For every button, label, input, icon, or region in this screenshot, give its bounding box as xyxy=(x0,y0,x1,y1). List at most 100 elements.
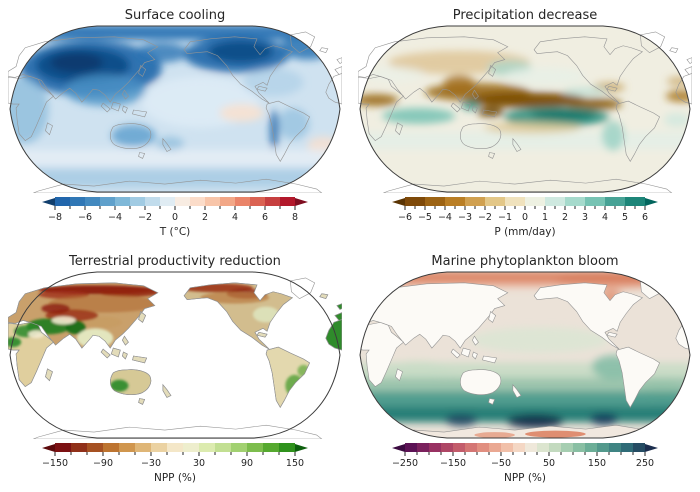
colorbar-tick xyxy=(182,452,184,455)
colorbar-tick-label: 150 xyxy=(587,458,607,469)
colorbar-tick xyxy=(246,452,248,456)
panel-precipitation-decrease: Precipitation decrease xyxy=(350,0,700,246)
colorbar-segment xyxy=(545,197,565,206)
colorbar-tick-label: −5 xyxy=(417,212,432,223)
colorbar-segment xyxy=(405,197,425,206)
colorbar-tick xyxy=(524,452,526,455)
colorbar-tick-label: 6 xyxy=(261,212,269,223)
colorbar-left-arrow xyxy=(42,197,55,206)
colorbar-segment xyxy=(625,197,645,206)
colorbar-segment xyxy=(565,197,585,206)
colorbar-tick-label: 150 xyxy=(285,458,305,469)
colorbar-segment xyxy=(501,443,513,452)
colorbar-segment xyxy=(220,197,235,206)
colorbar-tick xyxy=(500,452,502,456)
panel-title-precipitation-decrease: Precipitation decrease xyxy=(452,8,598,23)
colorbar-tick xyxy=(644,206,646,210)
colorbar-segment xyxy=(215,443,231,452)
colorbar-tick-label: 0 xyxy=(171,212,179,223)
colorbar-tick xyxy=(159,206,161,209)
colorbar-tick xyxy=(69,206,71,209)
colorbar-tick xyxy=(440,452,442,455)
colorbar-tick xyxy=(174,206,176,210)
colorbar-tick-labels: −250 −150 −50 50 150 250 xyxy=(392,458,654,470)
colorbar-tick-label: 1 xyxy=(541,212,549,223)
colorbar-tick xyxy=(54,206,56,210)
colorbar-tick xyxy=(584,452,586,455)
colorbar-segment xyxy=(537,443,549,452)
colorbar-segment xyxy=(87,443,103,452)
colorbar-strip xyxy=(42,197,308,210)
panel-surface-cooling: Surface cooling xyxy=(0,0,350,246)
colorbar-tick xyxy=(234,206,236,210)
colorbar-unit-label: T (°C) xyxy=(159,226,191,238)
colorbar-strip xyxy=(392,197,658,210)
colorbar-segment xyxy=(279,443,295,452)
colorbar-tick xyxy=(632,452,634,455)
colorbar-tick-label: −30 xyxy=(140,458,162,469)
colorbar-tick xyxy=(544,206,546,210)
colorbar-segment xyxy=(429,443,441,452)
colorbar-tick-label: 50 xyxy=(542,458,556,469)
colorbar-tick-label: −6 xyxy=(397,212,413,223)
colorbar-npp-marine: −250 −150 −50 50 150 250 NPP (%) xyxy=(392,443,658,484)
colorbar-segment xyxy=(183,443,199,452)
colorbar-tick xyxy=(624,206,626,210)
colorbar-tick xyxy=(474,206,476,209)
colorbar-tick xyxy=(564,206,566,210)
colorbar-segment xyxy=(405,443,417,452)
colorbar-tick-label: −50 xyxy=(490,458,512,469)
colorbar-tick xyxy=(166,452,168,455)
colorbar-segment xyxy=(71,443,87,452)
colorbar-tick xyxy=(512,452,514,455)
colorbar-tick-label: 4 xyxy=(601,212,609,223)
panel-terrestrial-productivity: Terrestrial productivity reduction xyxy=(0,246,350,492)
colorbar-tick xyxy=(604,206,606,210)
colorbar-tick xyxy=(454,206,456,209)
colorbar-tick xyxy=(249,206,251,209)
colorbar-tick xyxy=(262,452,264,455)
colorbar-tick xyxy=(54,452,56,456)
colorbar-segment xyxy=(103,443,119,452)
colorbar-tick-label: 3 xyxy=(581,212,589,223)
colorbar-segment xyxy=(119,443,135,452)
colorbar-tick xyxy=(294,206,296,210)
colorbar-tick xyxy=(484,206,486,210)
colorbar-segment xyxy=(445,197,465,206)
colorbar-segment xyxy=(167,443,183,452)
colorbar-tick xyxy=(84,206,86,210)
colorbar-tick xyxy=(102,452,104,456)
colorbar-segment xyxy=(263,443,279,452)
colorbar-segment xyxy=(250,197,265,206)
colorbar-tick xyxy=(404,452,406,456)
colorbar-segment xyxy=(151,443,167,452)
colorbar-tick-label: 30 xyxy=(192,458,206,469)
colorbar-tick xyxy=(614,206,616,209)
colorbar-tick-label: −3 xyxy=(457,212,473,223)
colorbar-segment xyxy=(573,443,585,452)
colorbar-tick xyxy=(189,206,191,209)
colorbar-npp-terrestrial: −150 −90 −30 30 90 150 NPP (%) xyxy=(42,443,308,484)
colorbar-segment xyxy=(130,197,145,206)
colorbar-tick xyxy=(574,206,576,209)
colorbar-tick xyxy=(560,452,562,455)
colorbar-tick-label: −6 xyxy=(77,212,93,223)
colorbar-tick xyxy=(118,452,120,455)
colorbar-tick xyxy=(198,452,200,456)
colorbar-tick-label: 250 xyxy=(635,458,655,469)
colorbar-precipitation: −6 −5 −4 −3 −2 −1 0 1 2 3 4 5 6 P (mm/day) xyxy=(392,197,658,238)
colorbar-tick-label: −2 xyxy=(477,212,492,223)
colorbar-tick xyxy=(608,452,610,455)
colorbar-tick xyxy=(476,452,478,455)
colorbar-strip xyxy=(42,443,308,456)
colorbar-tick xyxy=(99,206,101,209)
colorbar-segment xyxy=(561,443,573,452)
colorbar-strip xyxy=(392,443,658,456)
colorbar-tick xyxy=(536,452,538,455)
colorbar-tick xyxy=(488,452,490,455)
colorbar-tick xyxy=(452,452,454,456)
colorbar-tick xyxy=(230,452,232,455)
colorbar-tick-label: −250 xyxy=(391,458,419,469)
colorbar-tick xyxy=(554,206,556,209)
